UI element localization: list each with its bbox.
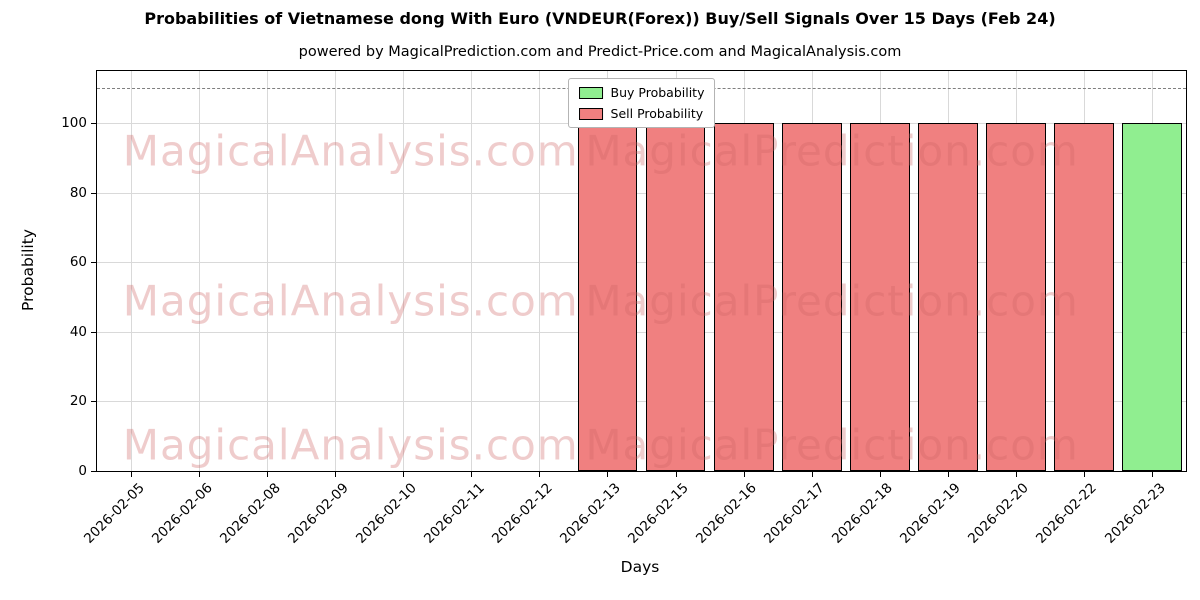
watermark-text: MagicalAnalysis.com bbox=[122, 126, 579, 176]
gridline-horizontal bbox=[97, 262, 1186, 264]
gridline-vertical bbox=[267, 71, 269, 471]
gridline-vertical bbox=[335, 71, 337, 471]
x-tick-mark bbox=[1015, 471, 1017, 477]
x-tick-mark bbox=[539, 471, 541, 477]
x-tick-label: 2026-02-19 bbox=[897, 480, 965, 547]
bar-2026-02-16 bbox=[713, 123, 774, 471]
y-tick-mark bbox=[91, 471, 97, 472]
x-axis-label: Days bbox=[620, 558, 660, 576]
gridline-vertical bbox=[539, 71, 541, 471]
gridline-vertical bbox=[403, 71, 405, 471]
x-tick-mark bbox=[947, 471, 949, 477]
y-tick-mark bbox=[91, 123, 97, 125]
x-tick-mark bbox=[199, 471, 201, 477]
x-tick-mark bbox=[1083, 471, 1085, 477]
y-tick-mark bbox=[91, 331, 97, 333]
x-tick-label: 2026-02-23 bbox=[1101, 480, 1169, 547]
y-tick-label: 100 bbox=[61, 115, 87, 132]
bar-2026-02-20 bbox=[985, 123, 1046, 471]
gridline-vertical bbox=[471, 71, 473, 471]
x-tick-mark bbox=[1151, 471, 1153, 477]
x-tick-label: 2026-02-17 bbox=[761, 480, 828, 547]
gridline-horizontal bbox=[97, 331, 1186, 333]
watermark-text: MagicalAnalysis.com bbox=[122, 420, 579, 470]
gridline-horizontal bbox=[97, 401, 1186, 403]
legend-item-buy: Buy Probability bbox=[578, 85, 705, 100]
buy-probability-swatch bbox=[578, 86, 603, 99]
watermark-text: MagicalAnalysis.com bbox=[122, 276, 579, 326]
x-tick-mark bbox=[335, 471, 337, 477]
x-tick-label: 2026-02-12 bbox=[488, 480, 556, 547]
legend: Buy Probability Sell Probability bbox=[567, 78, 716, 128]
sell-probability-swatch bbox=[578, 107, 603, 120]
chart-title: Probabilities of Vietnamese dong With Eu… bbox=[144, 9, 1056, 28]
legend-item-sell: Sell Probability bbox=[578, 106, 705, 121]
y-tick-mark bbox=[91, 262, 97, 264]
plot-area: Buy Probability Sell Probability 0 20 40 60… bbox=[61, 70, 1187, 547]
x-tick-label: 2026-02-16 bbox=[693, 480, 760, 547]
gridline-horizontal bbox=[97, 192, 1186, 194]
x-tick-label: 2026-02-09 bbox=[284, 480, 352, 547]
y-tick-label: 80 bbox=[69, 184, 87, 201]
bar-2026-02-23 bbox=[1122, 123, 1182, 471]
x-tick-mark bbox=[403, 471, 405, 477]
x-tick-mark bbox=[607, 471, 609, 477]
legend-label-sell: Sell Probability bbox=[610, 106, 704, 121]
x-tick-label: 2026-02-20 bbox=[965, 480, 1033, 547]
gridline-vertical bbox=[131, 71, 133, 471]
x-tick-mark bbox=[471, 471, 473, 477]
y-tick-label: 60 bbox=[69, 254, 87, 271]
x-tick-label: 2026-02-22 bbox=[1033, 480, 1101, 547]
x-tick-mark bbox=[879, 471, 881, 477]
y-tick-label: 20 bbox=[69, 393, 87, 410]
x-tick-label: 2026-02-11 bbox=[420, 480, 488, 547]
bar-2026-02-13 bbox=[577, 123, 638, 471]
x-tick-label: 2026-02-15 bbox=[625, 480, 692, 547]
y-axis-label: Probability bbox=[19, 229, 37, 311]
chart-subtitle: powered by MagicalPrediction.com and Pre… bbox=[298, 44, 902, 60]
x-tick-mark bbox=[811, 471, 813, 477]
x-tick-mark bbox=[267, 471, 269, 477]
bar-2026-02-19 bbox=[917, 123, 978, 471]
y-tick-label: 0 bbox=[78, 463, 87, 479]
x-tick-mark bbox=[675, 471, 677, 477]
x-tick-label: 2026-02-05 bbox=[80, 480, 148, 547]
bar-2026-02-18 bbox=[849, 123, 910, 471]
bar-2026-02-15 bbox=[645, 123, 706, 471]
legend-label-buy: Buy Probability bbox=[610, 85, 705, 100]
x-tick-mark bbox=[743, 471, 745, 477]
gridline-vertical bbox=[199, 71, 201, 471]
y-tick-mark bbox=[91, 192, 97, 194]
x-tick-label: 2026-02-18 bbox=[829, 480, 897, 547]
x-tick-label: 2026-02-10 bbox=[352, 480, 420, 547]
bar-2026-02-17 bbox=[781, 123, 842, 471]
bar-2026-02-22 bbox=[1053, 123, 1114, 471]
x-tick-label: 2026-02-13 bbox=[556, 480, 624, 547]
x-tick-label: 2026-02-08 bbox=[216, 480, 284, 547]
x-tick-mark bbox=[131, 471, 133, 477]
x-tick-label: 2026-02-06 bbox=[148, 480, 216, 547]
y-tick-mark bbox=[91, 401, 97, 403]
y-tick-label: 40 bbox=[69, 323, 87, 340]
